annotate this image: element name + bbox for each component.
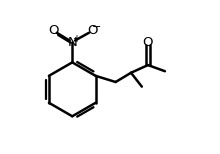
Text: O: O [143, 36, 153, 49]
Text: O: O [49, 24, 59, 36]
Text: −: − [92, 22, 101, 32]
Text: +: + [72, 34, 80, 43]
Text: O: O [87, 24, 97, 36]
Text: N: N [67, 36, 77, 49]
